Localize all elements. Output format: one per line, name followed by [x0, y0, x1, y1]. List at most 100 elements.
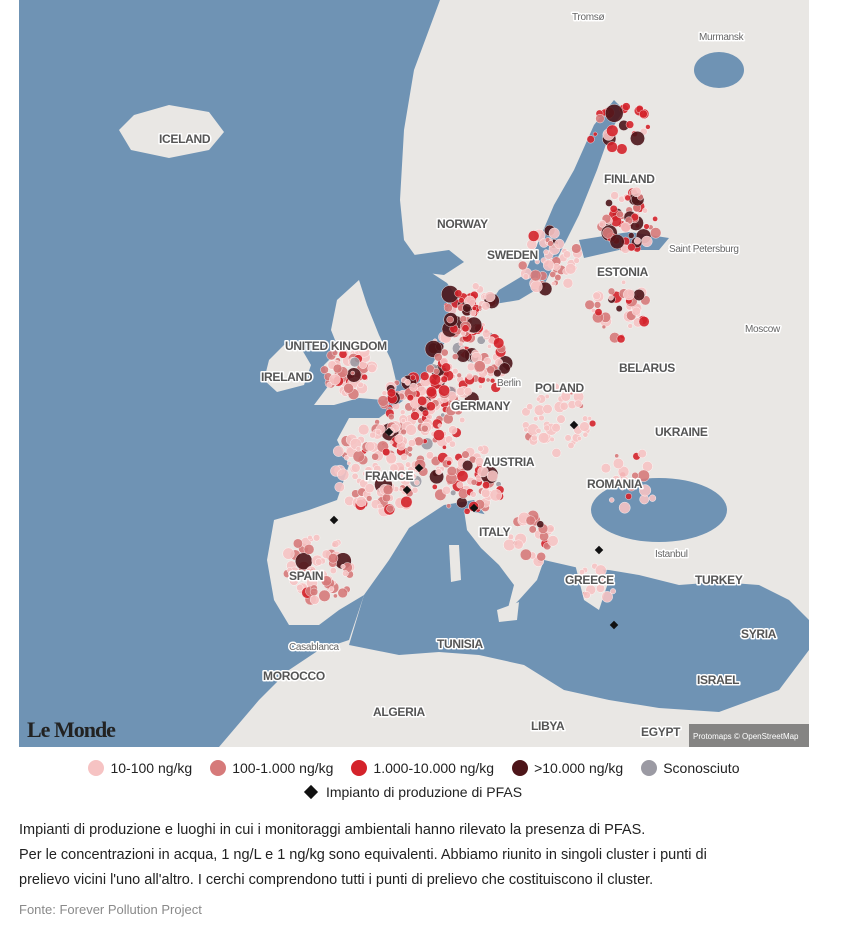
marker [456, 372, 462, 378]
marker [411, 486, 419, 494]
marker [579, 569, 585, 575]
marker [490, 378, 496, 384]
marker [627, 482, 637, 492]
marker [547, 240, 554, 247]
source: Fonte: Forever Pollution Project [19, 902, 202, 917]
marker [601, 324, 607, 330]
marker [448, 425, 458, 435]
marker [382, 493, 391, 503]
marker [364, 466, 373, 475]
marker [473, 360, 486, 373]
marker [442, 444, 447, 450]
legend-item: >10.000 ng/kg [512, 756, 623, 780]
marker [616, 143, 628, 155]
legend-item: 1.000-10.000 ng/kg [351, 756, 494, 780]
marker [593, 301, 602, 309]
marker [645, 124, 651, 130]
marker [470, 479, 478, 486]
country-label: EGYPT [641, 725, 681, 739]
marker [530, 250, 535, 255]
marker [320, 365, 329, 374]
marker [313, 534, 321, 542]
marker [448, 440, 456, 448]
marker [643, 223, 650, 230]
marker [592, 291, 601, 300]
plant-marker [569, 420, 579, 430]
marker [357, 381, 364, 389]
plant-marker [469, 503, 479, 513]
marker [328, 586, 335, 592]
marker [594, 308, 603, 317]
marker [639, 484, 652, 497]
marker [388, 413, 395, 421]
marker [320, 575, 332, 587]
marker [331, 349, 339, 356]
marker [389, 463, 399, 473]
marker [606, 141, 618, 153]
marker [437, 423, 443, 429]
marker [470, 491, 477, 498]
marker [538, 414, 545, 422]
marker [622, 102, 631, 111]
city-label: Saint Petersburg [669, 244, 739, 255]
city-label: Murmansk [699, 32, 745, 43]
marker [535, 427, 542, 434]
country-label: TUNISIA [437, 637, 484, 651]
marker [586, 135, 595, 144]
marker [498, 362, 511, 375]
marker [609, 234, 625, 250]
marker [417, 395, 428, 406]
marker [605, 199, 613, 207]
legend-label: Impianto di produzione di PFAS [325, 784, 523, 800]
marker [652, 216, 658, 222]
marker [633, 237, 641, 245]
country-label: BELARUS [619, 361, 675, 375]
marker [385, 452, 397, 464]
country-label: IRELAND [261, 370, 313, 384]
marker [530, 280, 543, 293]
marker [595, 113, 605, 124]
marker [538, 432, 550, 444]
marker [433, 429, 445, 441]
marker [525, 515, 536, 526]
marker [452, 353, 459, 360]
marker [440, 412, 446, 418]
marker [536, 520, 545, 529]
legend-label: 1.000-10.000 ng/kg [373, 760, 495, 776]
marker [355, 496, 367, 507]
city-label: Moscow [745, 324, 781, 335]
marker [477, 445, 484, 452]
country-label: POLAND [535, 381, 585, 395]
marker [528, 230, 540, 242]
marker [598, 220, 607, 228]
attribution: Protomaps © OpenStreetMap [693, 732, 799, 741]
marker [404, 379, 411, 386]
marker [616, 210, 624, 219]
marker [471, 305, 477, 311]
marker [307, 534, 313, 541]
country-label: SYRIA [741, 627, 777, 641]
country-label: ISRAEL [697, 673, 739, 687]
marker [365, 441, 376, 452]
marker [631, 472, 639, 480]
caption: Impianti di produzione e luoghi in cui i… [19, 818, 759, 893]
marker [292, 538, 303, 549]
marker [534, 259, 540, 265]
marker [305, 567, 312, 574]
plant-marker [402, 485, 412, 495]
marker [543, 424, 551, 432]
marker [573, 257, 580, 264]
marker [406, 394, 414, 402]
marker [631, 306, 641, 316]
marker [438, 384, 450, 397]
marker [373, 464, 382, 473]
marker [576, 436, 582, 442]
country-label: MOROCCO [263, 669, 325, 683]
marker [462, 303, 472, 313]
marker [551, 423, 561, 433]
marker [441, 485, 451, 495]
marker [623, 288, 635, 301]
marker [466, 372, 474, 380]
country-label: FINLAND [604, 172, 655, 186]
